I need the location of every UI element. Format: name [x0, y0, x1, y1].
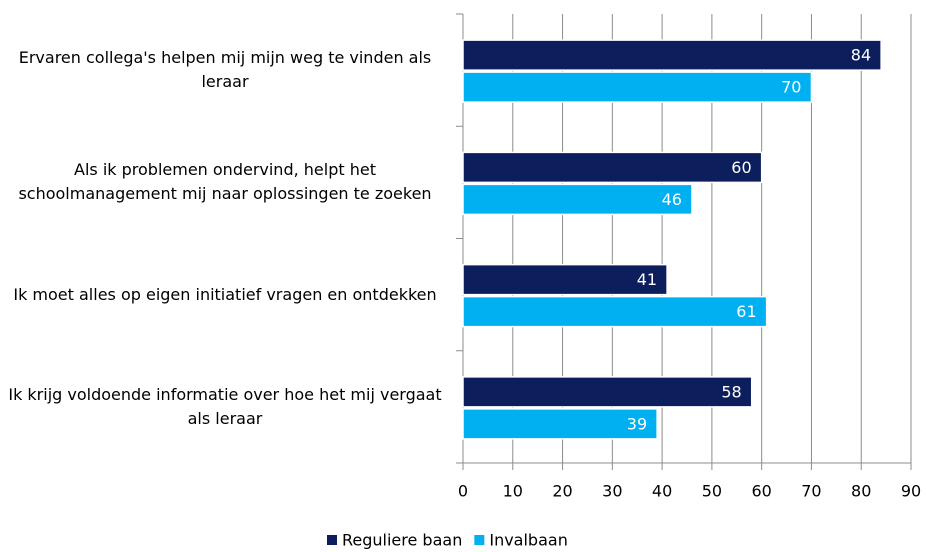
x-tick-label: 30: [602, 482, 622, 501]
x-tick-label: 20: [552, 482, 572, 501]
bar: [462, 376, 753, 408]
bar-value-label: 46: [662, 190, 682, 209]
bar: [462, 183, 693, 216]
bar-value-label: 58: [721, 382, 741, 401]
x-tick-label: 60: [751, 482, 771, 501]
bar-value-label: 84: [851, 46, 871, 65]
bar-value-label: 70: [781, 78, 801, 97]
x-tick-label: 70: [801, 482, 821, 501]
x-tick-label: 90: [901, 482, 921, 501]
x-tick-label: 80: [851, 482, 871, 501]
bar-value-label: 41: [637, 270, 657, 289]
bar: [462, 408, 658, 440]
bar-value-label: 60: [731, 158, 751, 177]
category-label: Ik krijg voldoende informatie over hoe h…: [8, 384, 442, 428]
bar-value-label: 39: [627, 414, 647, 433]
category-label: Ik moet alles op eigen initiatief vragen…: [13, 284, 437, 304]
legend-label: Invalbaan: [489, 531, 567, 550]
x-tick-label: 0: [458, 482, 468, 501]
legend-label: Reguliere baan: [342, 531, 462, 550]
legend-swatch: [474, 535, 485, 545]
category-label: Als ik problemen ondervind, helpt het sc…: [18, 160, 432, 204]
bar: [462, 39, 882, 71]
bar: [462, 151, 763, 184]
bar: [462, 295, 768, 328]
x-tick-label: 50: [702, 482, 722, 501]
category-label: Ervaren collega's helpen mij mijn weg te…: [18, 48, 432, 92]
x-tick-label: 40: [652, 482, 672, 501]
x-tick-label: 10: [503, 482, 523, 501]
legend-swatch: [327, 535, 337, 545]
bar: [462, 263, 668, 296]
bar: [462, 71, 813, 103]
bar-value-label: 61: [736, 302, 756, 321]
